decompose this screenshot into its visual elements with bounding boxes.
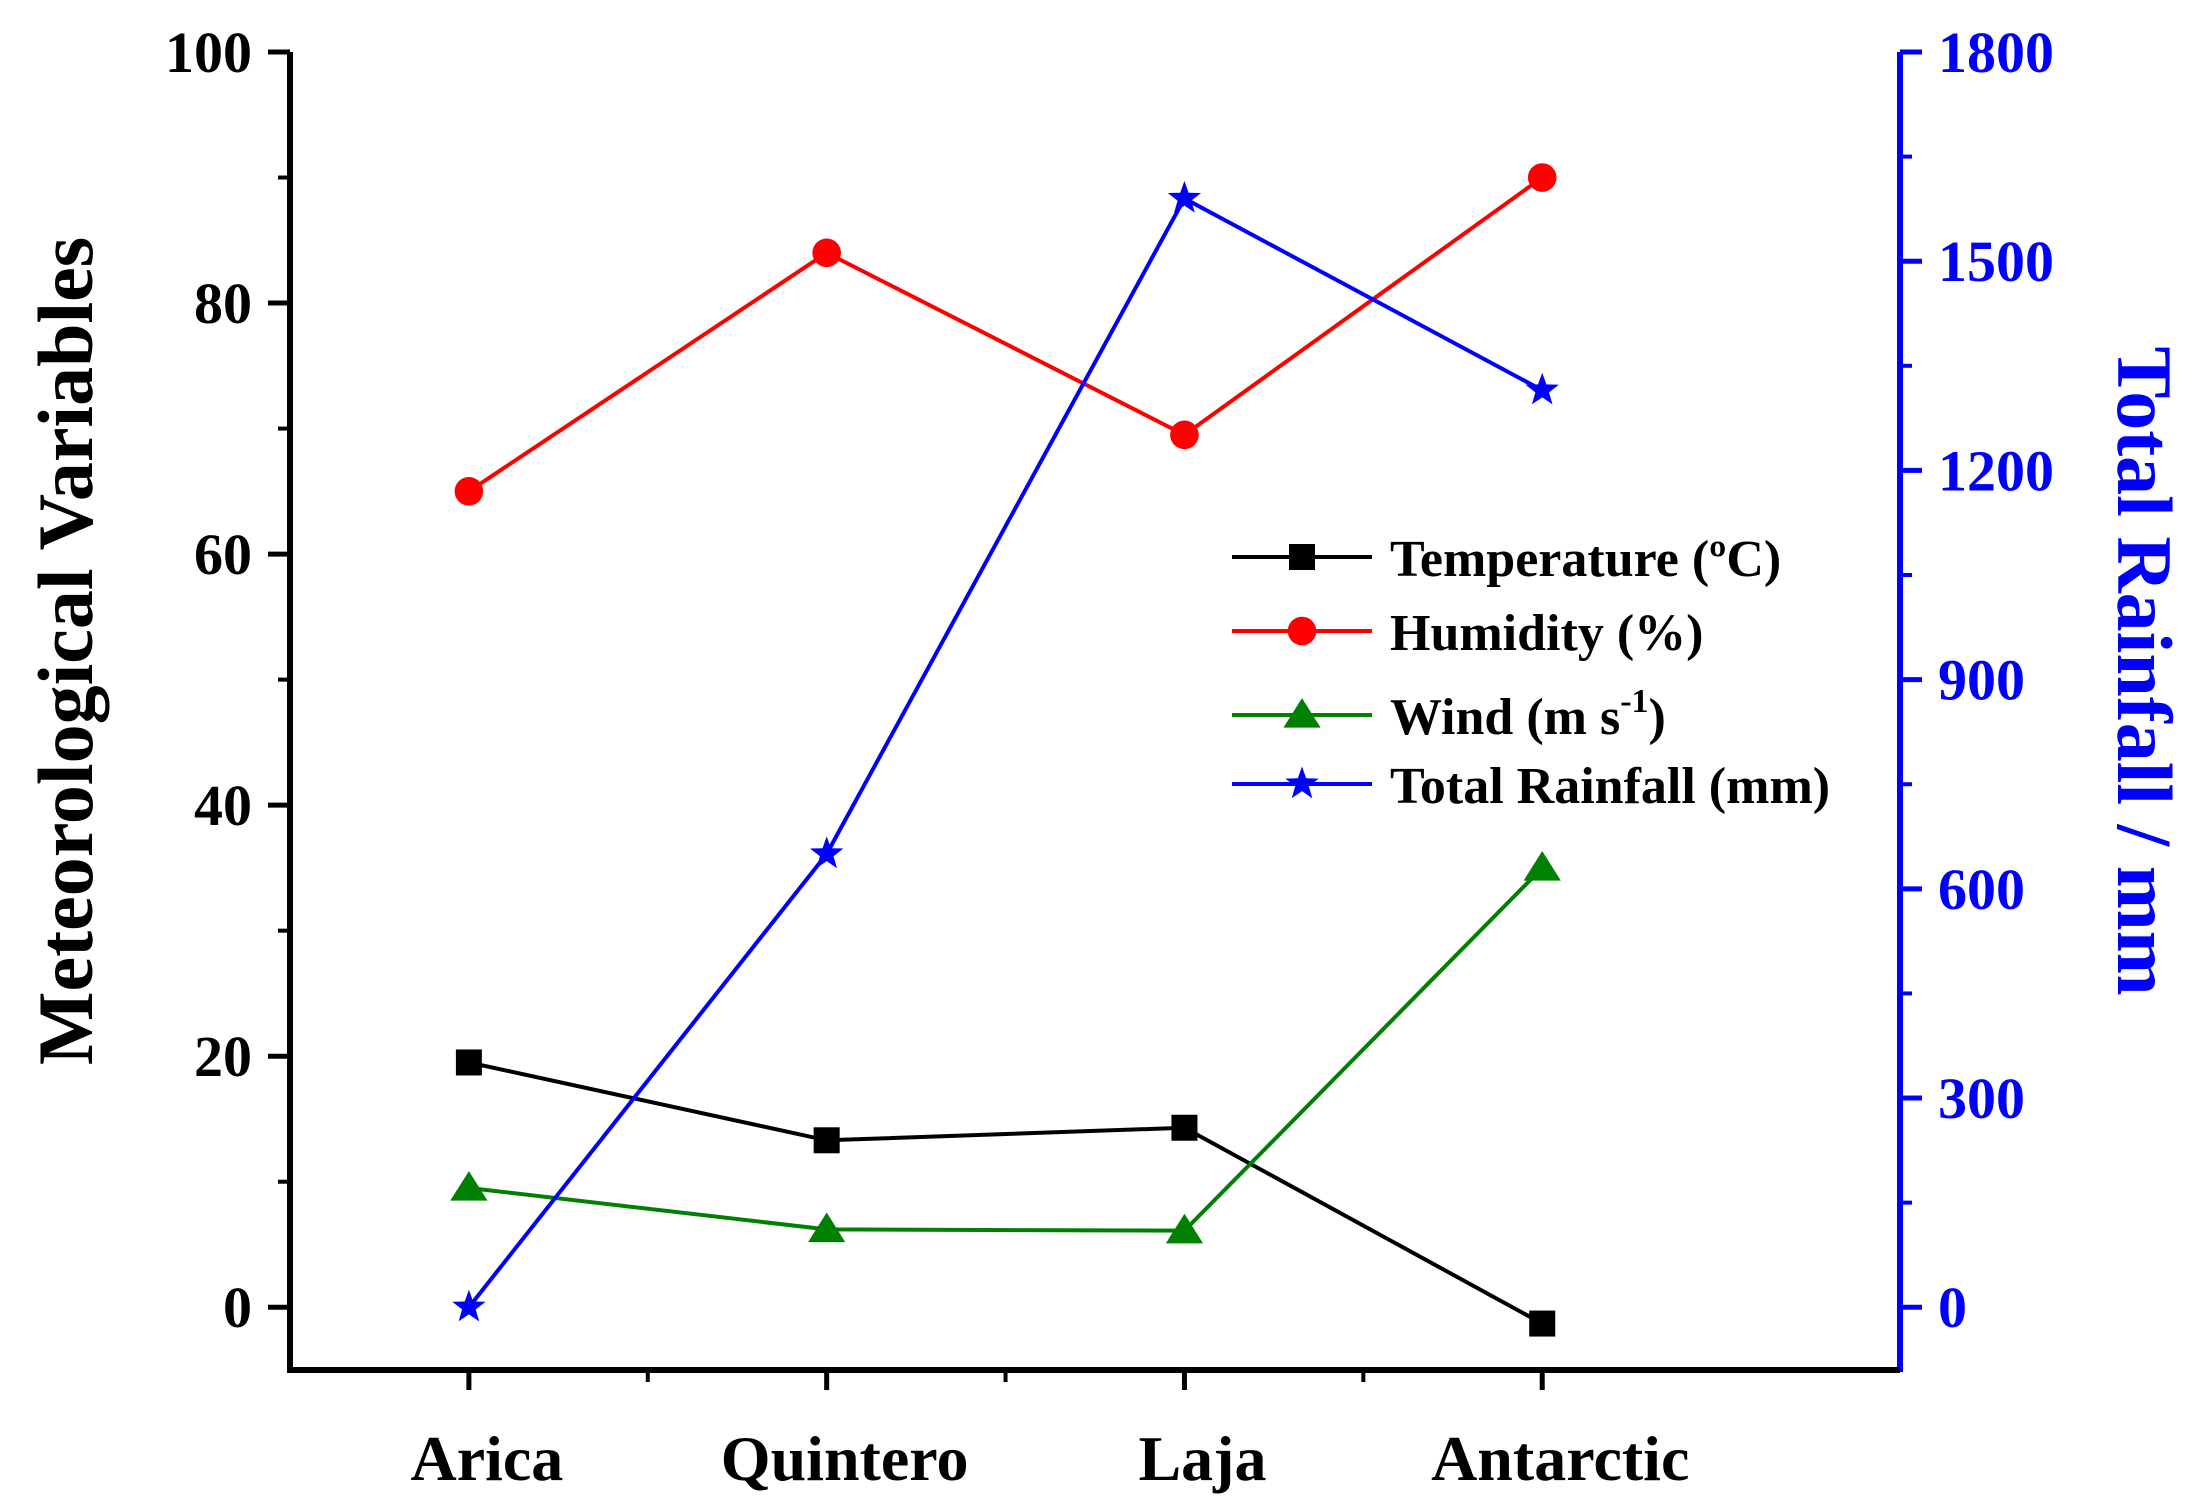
right-tick-label: 1500	[1938, 229, 2054, 294]
legend-label: Temperature (ºC)	[1390, 531, 1781, 588]
legend-label-main: Wind (m s	[1390, 689, 1620, 746]
y-axis-label: Meteorological Variables	[22, 237, 109, 1065]
right-tick-label: 1800	[1938, 20, 2054, 85]
left-tick-label: 100	[165, 20, 252, 85]
legend-label: Wind (m s-1)	[1390, 683, 1666, 746]
data-point	[813, 1127, 840, 1154]
axes-layer	[287, 52, 1903, 1373]
legend-marker	[1287, 616, 1317, 646]
legend-label-superscript: -1	[1620, 683, 1648, 720]
series-line	[467, 195, 1544, 1309]
data-point	[810, 836, 844, 869]
right-tick-label: 300	[1938, 1066, 2025, 1131]
ticks-layer: 0 20 40 60 80 100 0 300 600 900 1200 1500 1800 Arica Q…	[165, 20, 2054, 1494]
right-tick-label: 1200	[1938, 438, 2054, 503]
data-point	[812, 238, 841, 268]
data-point	[455, 1049, 482, 1076]
legend-label-tail: )	[1649, 689, 1666, 746]
data-point	[1527, 163, 1557, 192]
legend-marker	[1289, 544, 1315, 570]
data-point	[452, 1289, 486, 1322]
left-tick-label: 60	[194, 522, 252, 587]
legend: Temperature (ºC) Humidity (%) Wind (m s-1…	[1232, 531, 1830, 815]
data-point	[1171, 1114, 1198, 1141]
legend-item: Temperature (ºC)	[1232, 531, 1781, 588]
series-line	[468, 1060, 1544, 1326]
series-0	[455, 1049, 1556, 1337]
series-1	[454, 163, 1557, 506]
x-tick-label: Laja	[1138, 1423, 1266, 1494]
left-tick-label: 0	[223, 1275, 252, 1340]
y2-axis-label: Total Rainfall / mm	[2101, 346, 2188, 995]
data-point	[808, 1212, 846, 1243]
data-point	[1165, 1213, 1204, 1244]
data-point	[1167, 180, 1202, 213]
legend-label: Humidity (%)	[1390, 605, 1703, 662]
left-tick-label: 80	[194, 271, 252, 336]
data-point	[454, 477, 484, 506]
x-tick-label: Antarctic	[1431, 1423, 1689, 1494]
right-tick-label: 900	[1938, 648, 2025, 713]
x-tick-label: Quintero	[721, 1423, 969, 1494]
series-line	[467, 175, 1544, 493]
legend-item: Total Rainfall (mm)	[1232, 758, 1830, 815]
data-point	[1525, 372, 1559, 405]
series-2	[450, 851, 1561, 1244]
right-tick-label: 600	[1938, 857, 2025, 922]
series-3	[452, 180, 1559, 1322]
data-point	[1523, 851, 1561, 881]
data-point	[1529, 1310, 1556, 1337]
data-point	[450, 1171, 488, 1201]
legend-item: Humidity (%)	[1232, 605, 1703, 662]
left-tick-label: 20	[194, 1024, 252, 1089]
legend-item: Wind (m s-1)	[1232, 683, 1666, 746]
left-tick-label: 40	[194, 773, 252, 838]
data-point	[1170, 420, 1199, 450]
legend-label: Total Rainfall (mm)	[1390, 758, 1830, 815]
series-layer	[450, 163, 1561, 1337]
legend-marker	[1283, 698, 1321, 728]
legend-marker	[1285, 766, 1319, 799]
series-line	[468, 866, 1544, 1233]
right-tick-label: 0	[1938, 1275, 1967, 1340]
x-tick-label: Arica	[410, 1423, 563, 1494]
